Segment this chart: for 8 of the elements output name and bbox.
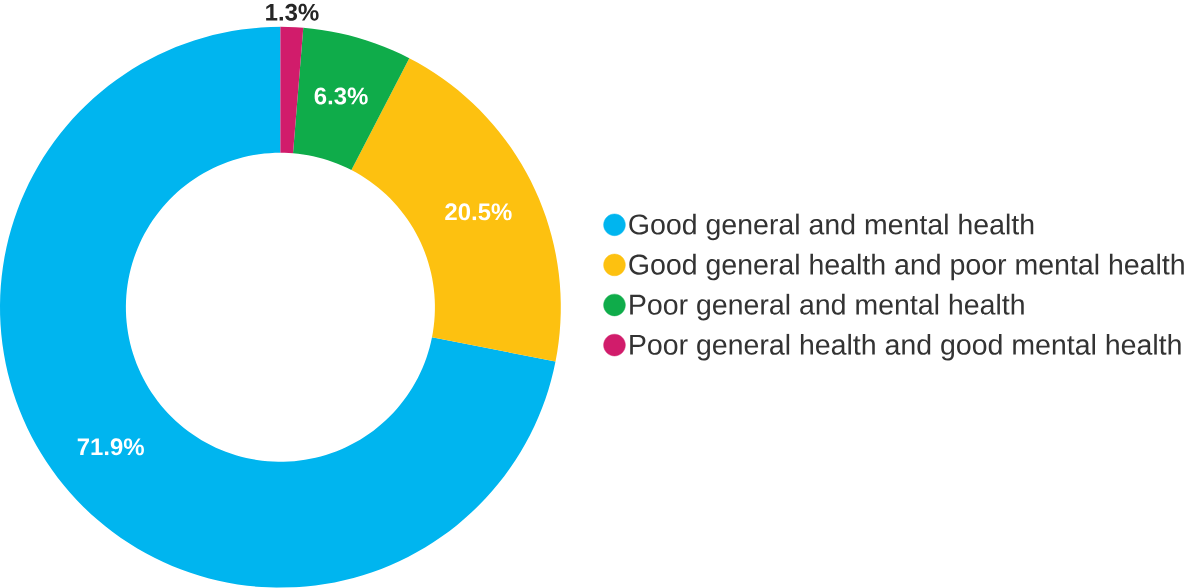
legend-label: Poor general health and good mental health: [630, 334, 1181, 361]
legend-label: Poor general and mental health: [630, 293, 1024, 321]
legend-label: Good general health and poor mental health: [629, 253, 1184, 281]
data-label: 6.3%: [314, 87, 368, 105]
data-label: 20.5%: [445, 203, 512, 221]
data-label: 71.9%: [77, 438, 144, 456]
data-label: 1.3%: [266, 3, 319, 21]
legend-label: Good general and mental health: [629, 213, 1034, 241]
